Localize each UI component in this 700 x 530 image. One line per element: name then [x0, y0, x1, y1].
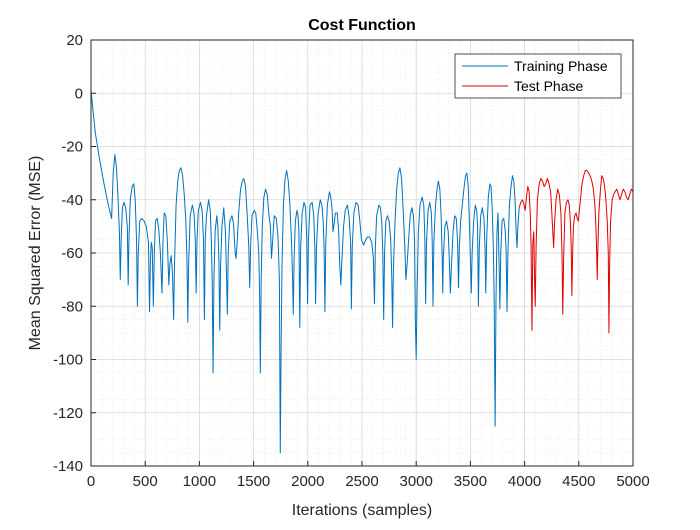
x-tick-label: 4000	[508, 473, 541, 490]
y-tick-label: -100	[53, 352, 83, 369]
chart-title: Cost Function	[308, 17, 416, 34]
y-tick-label: 20	[66, 32, 83, 49]
y-axis-label: Mean Squared Error (MSE)	[27, 156, 44, 351]
x-axis-label: Iterations (samples)	[292, 502, 433, 519]
y-axis: -140 -120 -100 -80 -60 -40 -20 0 20	[53, 32, 96, 475]
y-tick-label: -60	[61, 245, 83, 262]
series-layer	[90, 90, 634, 454]
x-tick-label: 4500	[562, 473, 595, 490]
legend-label-training: Training Phase	[514, 58, 608, 74]
legend-box	[454, 53, 622, 99]
x-tick-label: 2000	[291, 473, 324, 490]
legend: Training Phase Test Phase	[454, 53, 622, 99]
x-tick-label: 1500	[237, 473, 270, 490]
series-line-test	[518, 169, 634, 334]
x-tick-label: 3000	[400, 473, 433, 490]
x-axis: 0 500 1000 1500 2000 2500 3000 3500 4000 4500 5000	[87, 461, 650, 490]
x-tick-label: 1000	[183, 473, 216, 490]
x-tick-label: 2500	[345, 473, 378, 490]
series-line-training	[90, 90, 520, 454]
y-tick-label: -140	[53, 458, 83, 475]
x-tick-label: 3500	[454, 473, 487, 490]
legend-label-test: Test Phase	[514, 78, 583, 94]
y-tick-label: -40	[61, 192, 83, 209]
y-tick-label: 0	[75, 85, 83, 102]
x-tick-label: 500	[133, 473, 158, 490]
x-tick-label: 5000	[616, 473, 649, 490]
y-tick-label: -80	[61, 298, 83, 315]
x-tick-label: 0	[87, 473, 95, 490]
y-tick-label: -120	[53, 405, 83, 422]
y-tick-label: -20	[61, 139, 83, 156]
